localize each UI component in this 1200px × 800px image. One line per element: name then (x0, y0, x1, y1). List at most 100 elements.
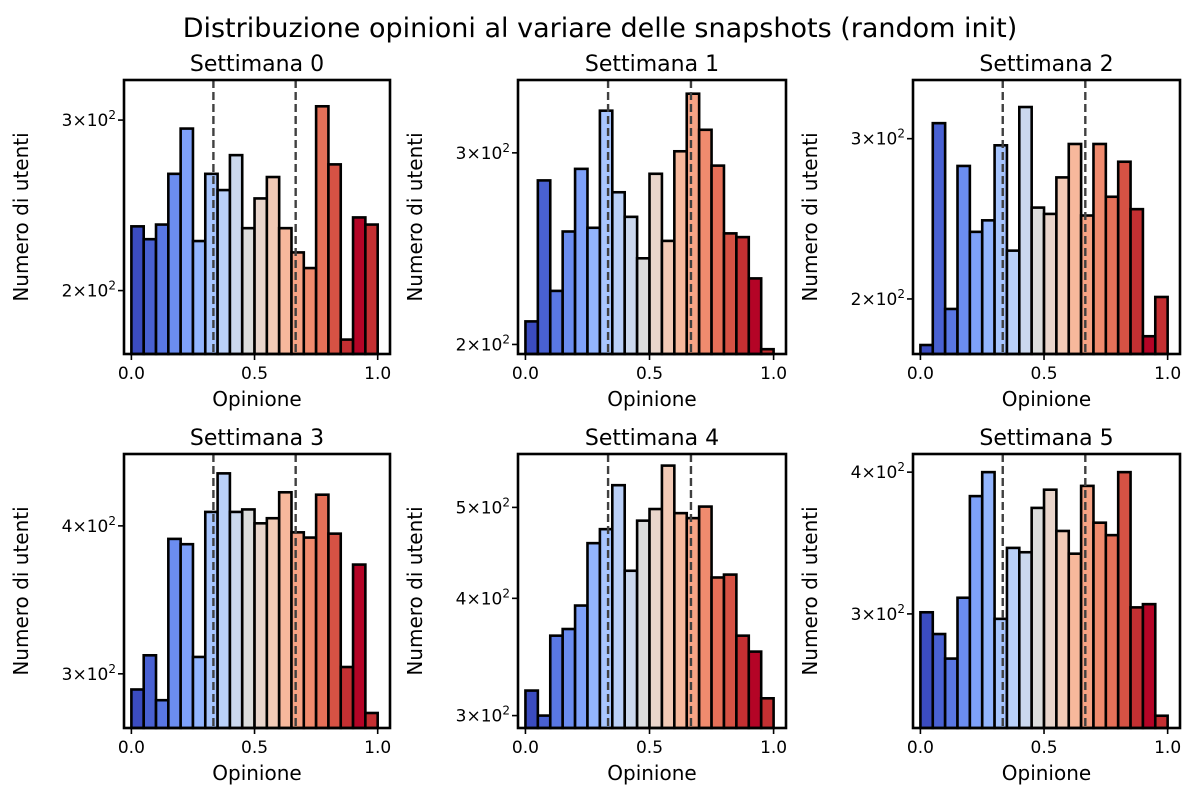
histogram-bar (722, 232, 738, 356)
histogram-bar (980, 219, 996, 356)
x-tick-label: 0.5 (636, 364, 663, 384)
histogram-bar (1055, 529, 1071, 730)
panel-title: Settimana 4 (585, 426, 719, 451)
histogram-bar (130, 688, 146, 730)
histogram-bar (1141, 334, 1157, 356)
histogram-bar (598, 527, 614, 730)
histogram-bar (216, 472, 232, 730)
axes-frame (122, 78, 392, 356)
histogram-bar (943, 657, 959, 730)
y-tick-label: 4×102 (62, 514, 116, 537)
histogram-bar (1030, 206, 1046, 356)
x-axis-label: Opinione (212, 761, 301, 785)
histogram-bar (1042, 212, 1058, 356)
x-tick-label: 0.0 (118, 738, 145, 758)
histogram-bar (130, 225, 146, 356)
histogram-bar (635, 519, 651, 730)
histogram-bar (203, 172, 219, 356)
histogram-bar (1079, 484, 1095, 730)
histogram-bar (327, 532, 343, 730)
histogram-bar (191, 655, 207, 730)
histogram-bar (759, 696, 775, 730)
histogram-bar (536, 179, 552, 356)
histogram-bar (364, 711, 379, 730)
panel-title: Settimana 2 (979, 52, 1113, 77)
y-tick-label: 2×102 (62, 279, 116, 302)
histogram-bar (747, 277, 763, 356)
histogram-bar (228, 153, 244, 356)
histogram-bar (179, 542, 195, 730)
histogram-bar (327, 163, 343, 356)
x-tick-label: 0.5 (241, 738, 268, 758)
histogram-bar (586, 226, 602, 356)
histogram-bar (1116, 160, 1132, 356)
histogram-bar (660, 464, 676, 730)
chart-panel: 0.0 0.5 1.0 2×102 3×102 Settimana 0 Opinione Nu… (9, 52, 392, 411)
histogram-bar (265, 516, 281, 730)
histogram-bar (302, 536, 318, 730)
histogram-bar (524, 320, 540, 356)
histogram-bar (203, 510, 219, 730)
axes-frame (911, 78, 1182, 356)
histogram-bar (993, 617, 1009, 730)
histogram-bar (339, 338, 355, 356)
histogram-bar (154, 223, 170, 356)
x-tick-label: 1.0 (760, 364, 787, 384)
x-tick-label: 0.0 (512, 738, 539, 758)
x-tick-label: 1.0 (760, 738, 787, 758)
y-axis-label: Numero di utenti (403, 132, 427, 301)
histogram-bar (648, 507, 664, 730)
x-axis-label: Opinione (607, 387, 696, 411)
x-tick-label: 0.0 (118, 364, 145, 384)
panels-container: 0.0 0.5 1.0 2×102 3×102 Settimana 0 Opinione Nu… (9, 52, 1182, 785)
histogram-bar (1104, 533, 1120, 730)
figure-title: Distribuzione opinioni al variare delle … (183, 13, 1018, 44)
histogram-bar (561, 230, 577, 356)
histogram-bar (290, 251, 306, 356)
y-tick-label: 5×102 (456, 495, 510, 518)
x-tick-label: 0.0 (907, 364, 934, 384)
histogram-bar (1067, 552, 1083, 730)
histogram-bar (931, 632, 947, 730)
histogram-bar (943, 307, 959, 356)
y-axis-label: Numero di utenti (9, 506, 33, 675)
x-axis-label: Opinione (212, 387, 301, 411)
chart-panel: 0.0 0.5 1.0 2×102 3×102 Settimana 2 Opinione Nu… (798, 52, 1182, 411)
histogram-bar (277, 226, 293, 356)
panel-title: Settimana 5 (979, 426, 1113, 451)
y-axis-label: Numero di utenti (9, 132, 33, 301)
x-axis-label: Opinione (607, 761, 696, 785)
y-tick-label: 4×102 (851, 460, 905, 483)
axes-frame (516, 452, 788, 730)
histogram-bar (673, 149, 689, 356)
histogram-bar (956, 164, 972, 356)
histogram-bar (735, 634, 751, 730)
histogram-bar (968, 230, 984, 356)
chart-panel: 0.0 0.5 1.0 3×102 4×102 5×102 Settimana 4 Opini… (403, 426, 788, 785)
y-tick-label: 3×102 (851, 602, 905, 625)
histogram-bar (1055, 176, 1071, 356)
histogram-bar (179, 127, 195, 356)
panel-title: Settimana 3 (190, 426, 324, 451)
histogram-bar (573, 167, 589, 356)
histogram-bar (167, 172, 182, 356)
histogram-bar (339, 665, 355, 730)
histogram-bar (598, 109, 614, 356)
histogram-bar (142, 237, 158, 356)
x-tick-label: 0.5 (241, 364, 268, 384)
histogram-bar (265, 175, 281, 356)
histogram-bar (277, 490, 293, 730)
histogram-bar (1005, 249, 1021, 356)
histogram-bar (351, 216, 367, 356)
histogram-bar (685, 92, 701, 356)
histogram-bar (747, 650, 763, 730)
histogram-bar (610, 483, 627, 730)
histogram-bar (697, 128, 713, 356)
histogram-bar (1079, 214, 1095, 356)
x-tick-label: 0.5 (1031, 364, 1058, 384)
histogram-bar (710, 164, 726, 356)
histogram-bar (1129, 207, 1145, 356)
histogram-bar (548, 289, 564, 356)
histogram-bar (919, 610, 935, 730)
